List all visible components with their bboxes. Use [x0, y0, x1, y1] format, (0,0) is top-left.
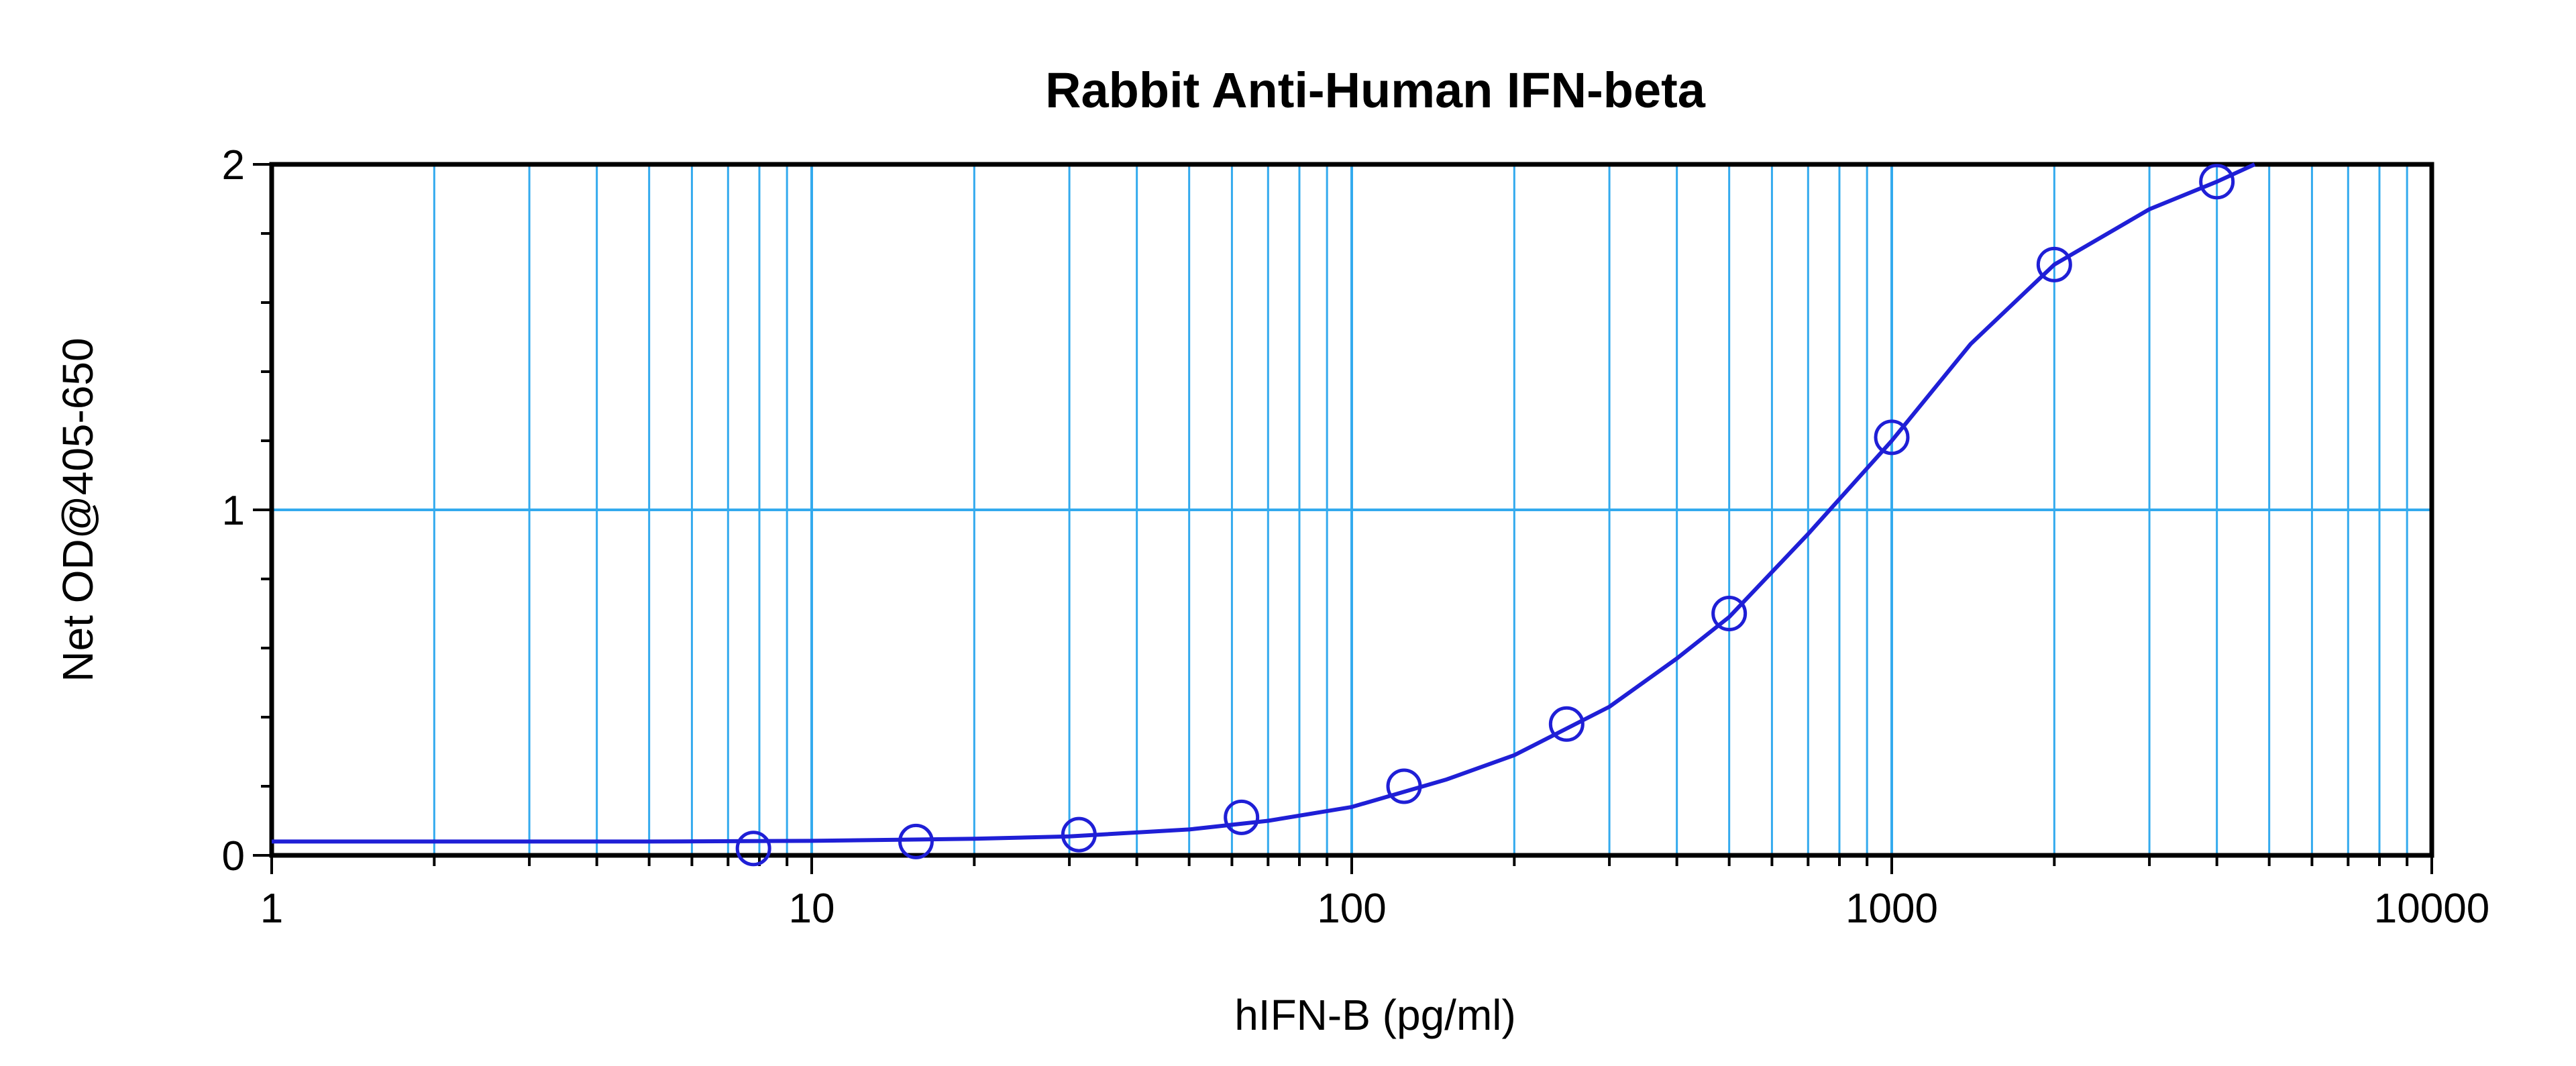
x-tick-label: 100 — [1317, 886, 1386, 932]
data-point — [735, 831, 771, 867]
data-point — [2199, 164, 2235, 200]
x-tick-label: 10000 — [2374, 886, 2489, 932]
data-points — [735, 164, 2235, 867]
y-axis-label: Net OD@405-650 — [54, 337, 102, 682]
y-tick-label: 1 — [222, 488, 245, 534]
chart-title: Rabbit Anti-Human IFN-beta — [1045, 62, 1706, 118]
data-point — [1711, 596, 1748, 631]
y-tick-label: 2 — [222, 142, 245, 189]
data-point — [1061, 816, 1097, 853]
x-axis-label: hIFN-B (pg/ml) — [1234, 991, 1516, 1039]
grid — [272, 164, 2432, 855]
data-point — [1874, 419, 1910, 456]
data-point — [1548, 706, 1585, 742]
fit-curve — [272, 162, 2256, 844]
data-point — [898, 823, 934, 859]
x-tick-label: 10 — [789, 886, 835, 932]
x-tick-label: 1 — [260, 886, 283, 932]
x-tick-label: 1000 — [1845, 886, 1938, 932]
data-point — [2036, 246, 2072, 282]
fit-curve-layer — [272, 162, 2256, 844]
data-point — [1224, 799, 1260, 835]
y-tick-label: 0 — [222, 833, 245, 880]
data-point — [1386, 768, 1422, 804]
